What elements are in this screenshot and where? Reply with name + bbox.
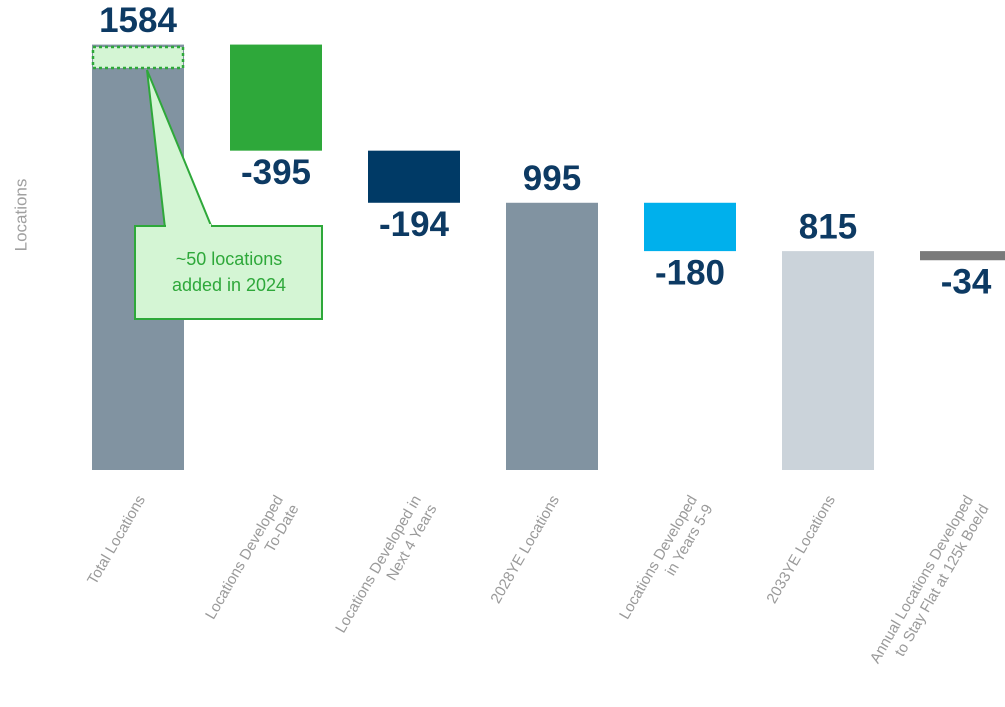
x-tick-label: Locations Developedin Years 5-9 xyxy=(616,492,716,631)
x-tick-label: Locations DevelopedTo-Date xyxy=(202,492,302,631)
value-label: -34 xyxy=(941,262,992,301)
callout-box xyxy=(134,225,323,320)
value-label: 1584 xyxy=(99,1,177,40)
x-tick-label: Annual Locations Developedto Stay Flat a… xyxy=(867,492,993,675)
value-label: -395 xyxy=(241,153,311,192)
value-label: 815 xyxy=(799,207,857,246)
value-label: -194 xyxy=(379,205,450,244)
bar xyxy=(920,251,1005,261)
y-axis-label: Locations xyxy=(11,179,30,252)
bar xyxy=(368,150,460,203)
highlight-box xyxy=(91,45,185,70)
x-tick-label-line: Locations Developed xyxy=(202,492,287,622)
x-tick-label-line: Locations Developed in xyxy=(332,492,425,636)
annotation-text: ~50 locations xyxy=(176,249,283,269)
x-tick-label-line: Total Locations xyxy=(84,492,149,587)
x-tick-label: 2033YE Locations xyxy=(763,492,839,606)
annotation: ~50 locations added in 2024 xyxy=(91,45,323,320)
x-tick-label-line: Annual Locations Developed xyxy=(867,492,977,666)
callout-join xyxy=(166,224,211,228)
x-tick-label-line: 2033YE Locations xyxy=(763,492,839,606)
bar xyxy=(644,202,736,252)
value-label: 995 xyxy=(523,159,581,198)
value-label: -180 xyxy=(655,253,725,292)
x-tick-label: Total Locations xyxy=(84,492,149,587)
x-tick-label: 2028YE Locations xyxy=(487,492,563,606)
x-tick-label-line: 2028YE Locations xyxy=(487,492,563,606)
bar xyxy=(782,251,874,470)
plot xyxy=(92,44,1005,470)
x-tick-label-line: to Stay Flat at 125k Boe/d xyxy=(891,501,992,659)
x-tick-label: Locations Developed inNext 4 Years xyxy=(332,492,440,645)
bar xyxy=(230,44,322,151)
bar xyxy=(506,202,598,470)
annotation-text: added in 2024 xyxy=(172,275,286,295)
